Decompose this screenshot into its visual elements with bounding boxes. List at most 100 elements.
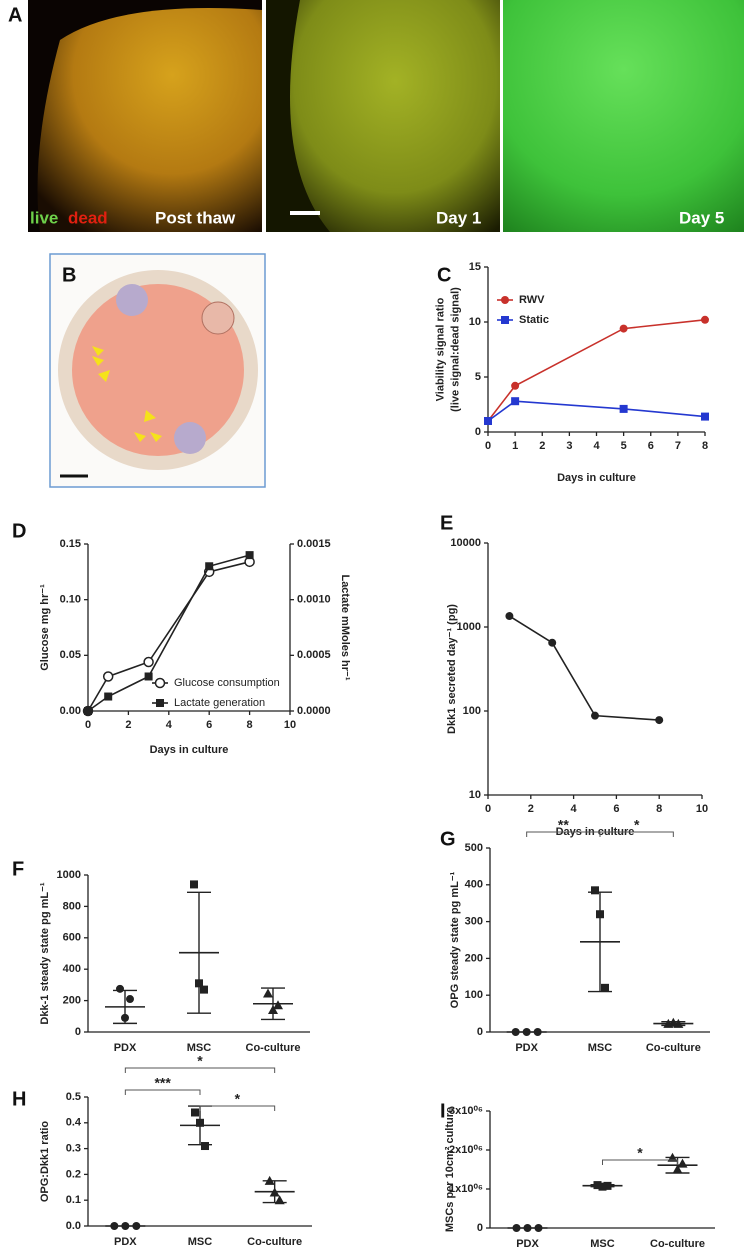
x-tick-label: Co-culture [246,1042,301,1054]
y-tick-label: 400 [465,879,483,891]
y-tick-label: 300 [465,916,483,928]
marker [619,324,628,333]
y-tick-label: 10000 [450,537,481,549]
legend-marker [501,296,509,304]
stain-label: live [30,208,58,227]
marker [116,984,124,993]
significance-bracket [602,1159,678,1165]
x-tick-label: PDX [114,1236,137,1248]
image-label: Post thaw [155,208,236,227]
y-tick-label: 0.15 [60,538,81,550]
arrows [92,346,162,442]
x-tick-label: Co-culture [247,1236,302,1248]
marker [601,983,609,992]
y-tick-label: 0.00 [60,705,81,717]
marker [677,1158,688,1168]
marker [126,995,134,1004]
y-tick-label: 800 [63,900,81,912]
marker [205,562,214,571]
y-tick-label: 0.5 [66,1091,81,1103]
panel-letter: F [12,858,24,880]
x-tick-label: 2 [528,803,534,815]
significance-label: * [235,1091,241,1107]
y2-tick-label: 0.0015 [297,538,331,550]
legend-marker [154,677,166,689]
image-day-5 [503,0,744,232]
panel-letter: G [440,828,456,850]
marker [200,985,208,994]
y-tick-label: 400 [63,963,81,975]
marker [511,381,520,390]
y2-axis-label: Lactate mMoles hr⁻¹ [339,574,351,680]
x-tick-label: 6 [613,803,619,815]
y-axis-label: OPG steady state pg mL⁻¹ [449,871,461,1008]
y-axis-label: (live signal:dead signal) [449,287,461,412]
x-tick-label: 0 [485,440,491,452]
x-tick-label: 6 [648,440,654,452]
significance-bracket [599,831,674,837]
y2-tick-label: 0.0005 [297,649,331,661]
panel-b [49,253,266,488]
x-tick-label: MSC [590,1238,615,1250]
y-tick-label: 500 [465,842,483,854]
marker [655,716,664,725]
y-tick-label: 2x10⁰⁶ [449,1144,483,1156]
y-tick-label: 0.3 [66,1143,81,1155]
x-tick-label: 10 [696,803,708,815]
x-tick-label: 4 [593,440,600,452]
panel-letter: D [12,520,26,542]
image-label: Day 1 [436,208,481,227]
series-line [508,615,660,721]
y-tick-label: 5 [475,371,481,383]
marker [102,671,114,682]
valve [116,284,148,316]
legend-label: Lactate generation [174,697,265,709]
significance-bracket [199,1105,276,1111]
y-tick-label: 100 [465,989,483,1001]
y-tick-label: 1x10⁰⁶ [449,1183,483,1195]
y-axis-label: Dkk1 secreted day⁻¹ (pg) [446,604,458,734]
y-tick-label: 0.10 [60,594,81,606]
y-tick-label: 200 [63,995,81,1007]
x-tick-label: PDX [516,1238,539,1250]
y-tick-label: 0.0 [66,1220,81,1232]
x-tick-label: 10 [284,719,296,731]
x-tick-label: 5 [621,440,627,452]
culture-medium [72,284,244,456]
marker [548,638,557,647]
marker [511,397,520,406]
x-tick-label: PDX [114,1042,137,1054]
significance-label: ** [558,817,569,833]
panel-letter: C [437,264,451,286]
y-tick-label: 0.05 [60,649,81,661]
x-tick-label: 8 [702,440,708,452]
marker [201,1142,209,1151]
marker [191,1108,199,1117]
marker [104,692,113,701]
y-axis-label: Viability signal ratio [434,297,446,401]
x-tick-label: 2 [539,440,545,452]
significance-label: * [197,1053,203,1069]
port [201,301,235,335]
y-tick-label: 0 [475,426,481,438]
x-tick-label: MSC [187,1042,212,1054]
y2-tick-label: 0.0010 [297,594,331,606]
x-tick-label: 0 [85,719,91,731]
x-tick-label: MSC [188,1236,213,1248]
panel-letter: B [62,264,76,286]
y-tick-label: 1000 [57,869,81,881]
stain-label: dead [68,208,108,227]
x-tick-label: 8 [656,803,662,815]
marker [245,551,254,560]
y-axis-label: MSCs per 10cm² culture [444,1107,456,1232]
y-tick-label: 0.2 [66,1168,81,1180]
panel-letter: A [8,4,22,26]
x-tick-label: Co-culture [650,1238,705,1250]
legend-label: Static [519,314,549,326]
marker [190,880,198,889]
x-tick-label: 1 [512,440,518,452]
x-tick-label: 4 [571,803,578,815]
y-axis-label: OPG:Dkk1 ratio [39,1121,51,1203]
legend-marker [501,316,509,324]
